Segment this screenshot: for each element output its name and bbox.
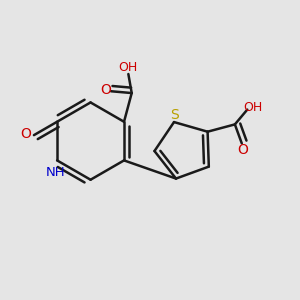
Text: NH: NH: [46, 167, 65, 179]
Text: O: O: [100, 83, 111, 97]
Text: O: O: [20, 127, 31, 141]
Text: O: O: [237, 143, 248, 157]
Text: S: S: [170, 108, 179, 122]
Text: OH: OH: [119, 61, 138, 74]
Text: OH: OH: [243, 101, 262, 114]
